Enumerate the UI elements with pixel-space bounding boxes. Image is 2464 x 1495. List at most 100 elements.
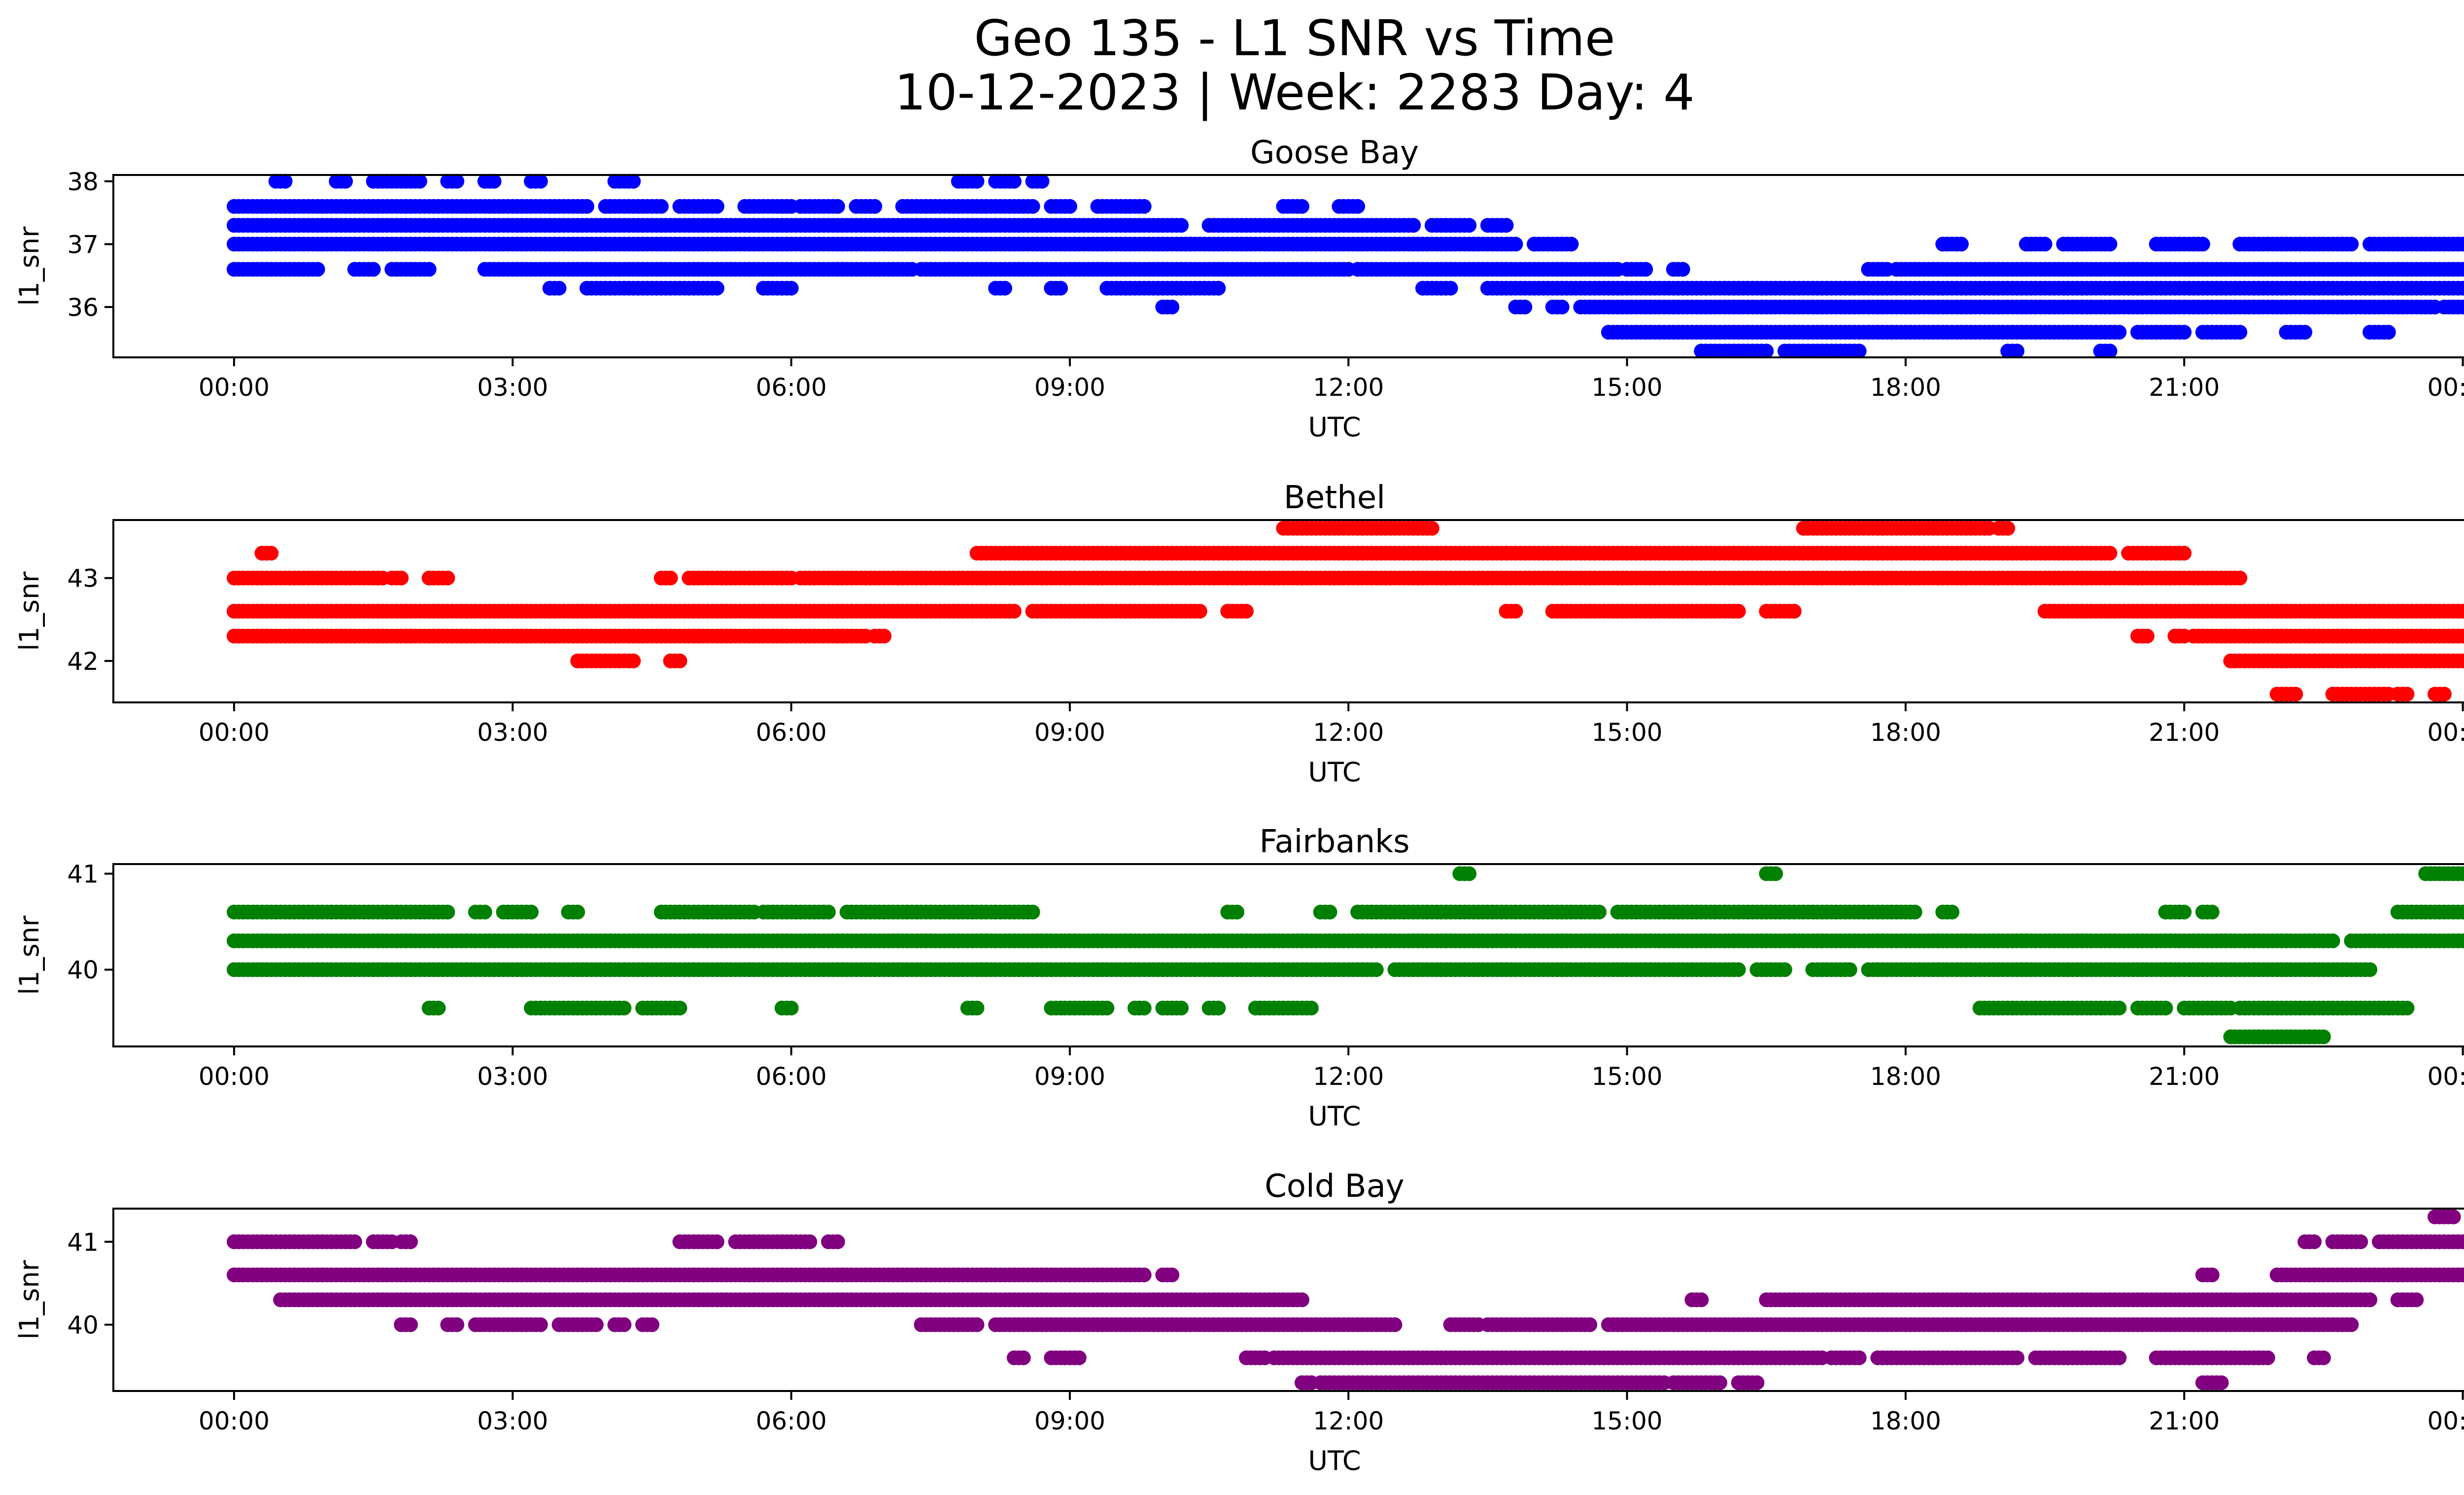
data-point [2010, 344, 2024, 359]
data-point [403, 1234, 418, 1250]
figure-title-line2: 10-12-2023 | Week: 2283 Day: 4 [894, 64, 1694, 121]
data-point [1954, 237, 1969, 252]
data-point [1034, 174, 1050, 189]
data-point [2177, 904, 2192, 920]
x-tick-label: 03:00 [477, 1062, 548, 1091]
data-point [1768, 866, 1783, 881]
data-point [1638, 262, 1653, 277]
x-tick-label: 03:00 [477, 373, 548, 402]
x-tick-label: 21:00 [2149, 373, 2220, 402]
data-points [227, 1209, 2464, 1391]
data-point [1025, 904, 1040, 920]
y-tick-label: 41 [67, 860, 99, 888]
data-point [709, 199, 724, 214]
data-point [2177, 325, 2192, 340]
x-tick-label: 21:00 [2149, 718, 2220, 747]
data-point [2316, 1029, 2331, 1044]
x-tick-label: 09:00 [1034, 1062, 1105, 1091]
data-point [1239, 604, 1254, 619]
data-point [1907, 904, 1922, 920]
data-point [264, 546, 279, 561]
data-point [1192, 604, 1207, 619]
data-point [2455, 262, 2464, 277]
data-point [1508, 237, 1523, 252]
data-point [2102, 237, 2118, 252]
x-tick-label: 21:00 [2149, 1062, 2220, 1091]
data-point [2399, 1001, 2415, 1016]
data-point [2112, 1001, 2127, 1016]
data-point [338, 174, 353, 189]
x-tick-label: 15:00 [1592, 373, 1663, 402]
data-point [1174, 1001, 1189, 1016]
x-tick-label: 12:00 [1313, 718, 1384, 747]
data-point [1295, 199, 1309, 214]
data-point [1350, 199, 1366, 214]
x-tick-label: 09:00 [1034, 718, 1105, 747]
data-point [570, 904, 585, 920]
figure-title-line1: Geo 135 - L1 SNR vs Time [974, 9, 1615, 67]
data-point [997, 280, 1012, 296]
data-point [2037, 237, 2053, 252]
y-tick-label: 38 [67, 168, 99, 196]
y-axis-label: l1_snr [14, 226, 45, 306]
x-tick-label: 18:00 [1870, 373, 1941, 402]
data-point [1136, 199, 1152, 214]
axes-frame [112, 863, 2464, 1047]
x-tick-label: 09:00 [1034, 373, 1105, 402]
data-point [2399, 687, 2415, 702]
x-axis-label: UTC [1308, 757, 1361, 788]
data-point [1675, 262, 1690, 277]
data-point [969, 1001, 985, 1016]
data-point [1443, 280, 1458, 296]
data-point [551, 280, 567, 296]
data-point [821, 904, 836, 920]
data-point [1303, 1001, 1319, 1016]
x-tick-label: 00:00 [199, 373, 270, 402]
data-point [1554, 299, 1570, 314]
x-tick-label: 12:00 [1313, 373, 1384, 402]
data-point [672, 1001, 687, 1016]
data-point [1508, 604, 1523, 619]
data-point [2232, 325, 2248, 340]
y-axis-label: l1_snr [14, 915, 45, 995]
data-point [431, 1001, 446, 1016]
data-point [477, 904, 492, 920]
data-point [2297, 325, 2313, 340]
data-point [672, 653, 687, 668]
y-axis-label: l1_snr [14, 571, 45, 651]
data-point [1136, 1001, 1152, 1016]
data-point [2288, 687, 2303, 702]
data-point [1230, 904, 1245, 920]
data-point [2436, 687, 2452, 702]
x-tick-label: 12:00 [1313, 1062, 1384, 1091]
data-point [784, 280, 799, 296]
x-tick-label: 03:00 [477, 718, 548, 747]
data-point [1731, 604, 1746, 619]
data-point [394, 570, 409, 586]
data-point [2353, 1234, 2368, 1250]
data-point [626, 174, 641, 189]
data-point [709, 280, 724, 296]
y-tick-label: 37 [67, 230, 99, 259]
data-point [2455, 280, 2464, 296]
x-axis-label: UTC [1308, 412, 1361, 443]
data-point [1164, 299, 1180, 314]
data-point [1945, 904, 1960, 920]
x-tick-label: 00:00 [199, 718, 270, 747]
y-tick-label: 36 [67, 293, 99, 322]
data-point [440, 570, 455, 586]
data-point [1759, 344, 1774, 359]
data-point [1564, 237, 1579, 252]
subplot-title: Bethel [1284, 480, 1385, 516]
x-tick-label: 06:00 [756, 718, 827, 747]
data-point [1006, 604, 1022, 619]
data-points [227, 521, 2464, 702]
data-point [1842, 962, 1857, 977]
data-point [1211, 1001, 1226, 1016]
x-tick-label: 00:00 [2428, 718, 2464, 747]
subplot-title: Fairbanks [1259, 824, 1409, 860]
data-point [626, 653, 641, 668]
data-point [1174, 218, 1189, 233]
